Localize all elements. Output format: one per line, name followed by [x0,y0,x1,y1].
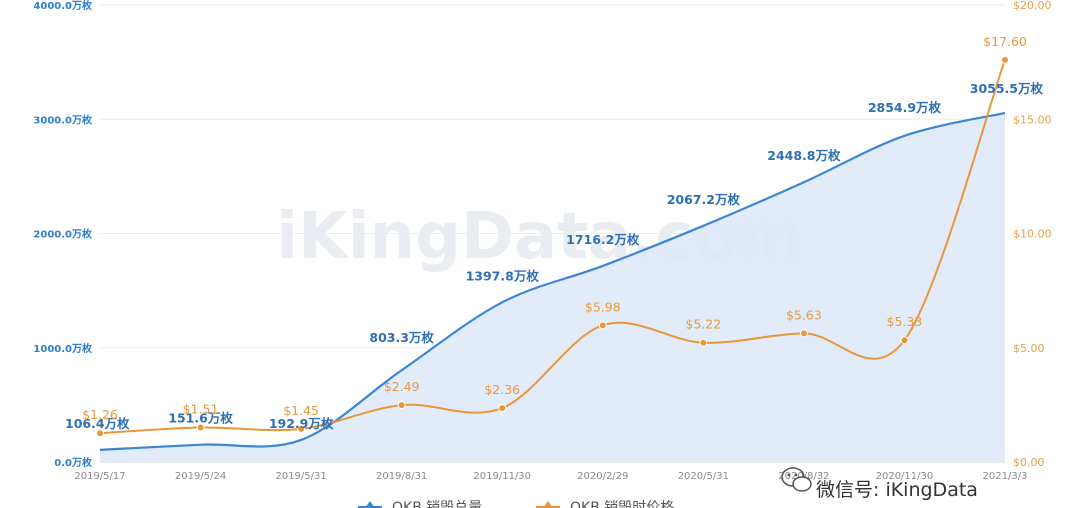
burn-total-data-label: 106.4万枚 [65,416,130,431]
x-axis-tick-label: 2019/5/24 [175,471,226,482]
wechat-badge: 微信号: iKingData [781,467,978,501]
left-axis: 0.0万枚 1000.0万枚 2000.0万枚 3000.0万枚 4000.0万枚 [33,0,93,469]
burn-price-labels: $1.26 $1.51 $1.45 $2.49 $2.36 $5.98 $5.22 $5.63… [82,34,1027,422]
x-axis-tick-label: 2020/5/31 [678,471,729,482]
burn-total-data-label: 2854.9万枚 [868,100,942,115]
legend-marker [365,501,375,508]
burn-total-data-label: 3055.5万枚 [970,81,1044,96]
right-axis-tick-label: $20.00 [1013,0,1052,12]
x-axis-tick-label: 2020/2/29 [577,471,628,482]
wechat-icon [781,467,812,492]
burn-price-data-label: $1.45 [283,403,319,418]
burn-price-point [1001,55,1009,64]
legend-marker [543,501,553,508]
x-axis-tick-label: 2021/3/3 [983,471,1028,482]
right-axis-tick-label: $5.00 [1013,342,1045,355]
left-axis-tick-label: 4000.0万枚 [33,0,93,12]
burn-total-data-label: 2067.2万枚 [667,192,741,207]
x-axis-tick-label: 2019/5/17 [74,471,125,482]
right-axis-tick-label: $15.00 [1013,113,1052,126]
burn-price-data-label: $5.98 [585,299,621,314]
burn-price-point [900,336,909,345]
burn-total-labels: 106.4万枚 151.6万枚 192.9万枚 803.3万枚 1397.8万枚 1716… [65,81,1043,431]
burn-price-point [196,423,205,432]
x-axis-tick-label: 2019/5/31 [275,471,326,482]
burn-price-data-label: $1.51 [183,401,219,416]
burn-total-data-label: 1397.8万枚 [466,268,540,283]
burn-price-data-label: $2.49 [384,379,420,394]
left-axis-tick-label: 2000.0万枚 [33,228,93,241]
left-axis-tick-label: 3000.0万枚 [33,113,93,126]
burn-price-point [598,321,607,330]
burn-total-data-label: 151.6万枚 [168,411,233,426]
burn-price-point [397,401,406,410]
burn-price-point [498,404,507,413]
burn-price-data-label: $5.22 [685,317,721,332]
burn-price-series [96,55,1009,438]
right-axis-tick-label: $0.00 [1013,456,1045,469]
burn-total-data-label: 2448.8万枚 [767,148,841,163]
burn-total-series [99,111,1006,463]
burn-total-data-label: 192.9万枚 [269,416,334,431]
burn-price-point [799,329,808,338]
wechat-id-text: 微信号: iKingData [816,479,978,501]
x-axis-tick-label: 2019/11/30 [473,471,531,482]
x-axis-tick-label: 2019/8/31 [376,471,427,482]
burn-price-point [297,424,306,433]
legend-label: OKB 销毁总量 [392,500,482,508]
burn-price-point [699,338,708,347]
burn-total-data-label: 1716.2万枚 [566,232,640,247]
burn-price-data-label: $17.60 [983,34,1027,49]
legend: OKB 销毁总量 OKB 销毁时价格 [358,500,674,508]
x-axis-tick-label: 2020/11/30 [876,471,934,482]
burn-price-data-label: $1.26 [82,407,118,422]
burn-total-data-label: 803.3万枚 [369,330,434,345]
burn-price-data-label: $5.33 [887,314,923,329]
right-axis: $0.00 $5.00 $10.00 $15.00 $20.00 [1013,0,1052,469]
burn-price-data-label: $5.63 [786,307,822,322]
right-axis-tick-label: $10.00 [1013,228,1052,241]
legend-label: OKB 销毁时价格 [570,500,674,508]
left-axis-tick-label: 0.0万枚 [54,456,93,469]
burn-total-area [100,112,1005,463]
burn-price-point [96,429,104,438]
left-axis-tick-label: 1000.0万枚 [33,342,93,355]
burn-price-data-label: $2.36 [484,382,520,397]
burn-total-line [99,111,1006,451]
